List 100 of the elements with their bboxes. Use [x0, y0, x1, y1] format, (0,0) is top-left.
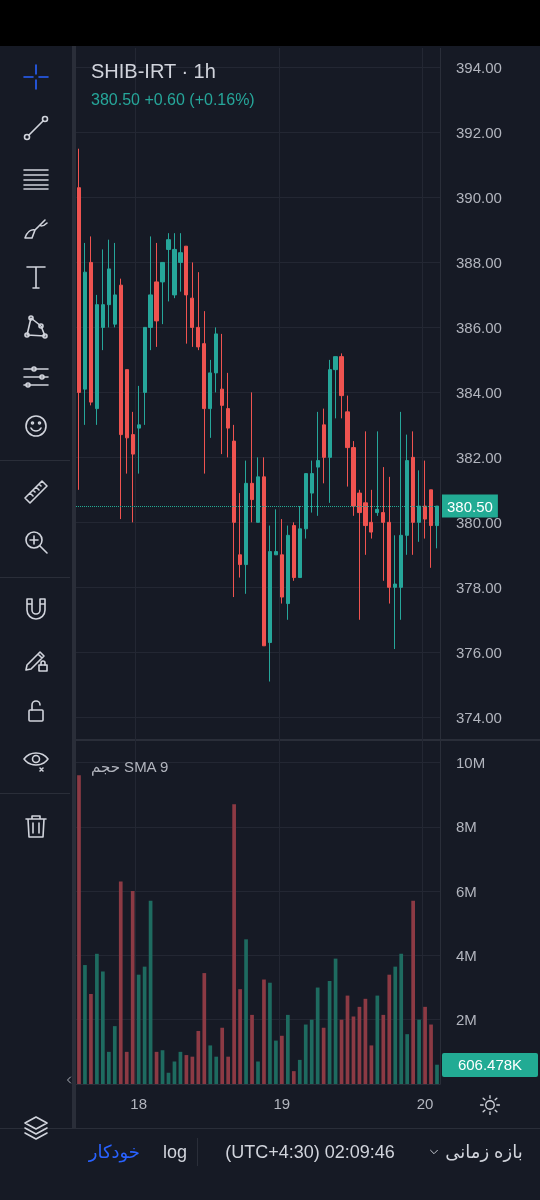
bar [208, 1045, 213, 1084]
candlestick [119, 278, 123, 520]
candlestick [322, 408, 326, 484]
y-tick-label: 390.00 [456, 188, 502, 206]
candlestick [232, 424, 236, 598]
text: log [162, 1141, 188, 1164]
candlestick [77, 148, 81, 491]
bar [250, 1014, 254, 1084]
y-tick-label: 10M [456, 754, 486, 771]
y-tick-label: 380.00 [456, 513, 502, 531]
candlestick [154, 242, 159, 348]
bar [77, 775, 81, 1084]
bar [381, 1014, 386, 1084]
bar [280, 1035, 284, 1084]
bar [202, 973, 207, 1084]
bar [262, 979, 266, 1084]
candlestick [202, 310, 206, 475]
y-tick-label: 376.00 [456, 643, 502, 661]
bar [274, 1040, 278, 1084]
y-tick-label: 384.00 [456, 383, 502, 401]
candlestick [381, 466, 385, 582]
candlestick [113, 242, 117, 328]
candlestick [226, 372, 230, 458]
y-tick-label: 4M [456, 946, 477, 964]
text: بازه زمانی [444, 1141, 524, 1164]
candlestick [280, 518, 284, 605]
candlestick [89, 235, 93, 406]
bar [429, 1024, 433, 1084]
y-tick-label: 392.00 [456, 123, 502, 141]
candlestick [184, 245, 188, 345]
bar [268, 982, 272, 1084]
bar [95, 953, 99, 1084]
bar [435, 1064, 439, 1084]
bar [118, 881, 123, 1084]
bar [106, 1051, 111, 1084]
candlestick [238, 492, 242, 579]
bar [393, 966, 398, 1084]
y-tick-label: 386.00 [456, 318, 502, 336]
candlestick [137, 385, 141, 475]
candlestick [429, 489, 433, 569]
bar [417, 1019, 421, 1084]
bar [83, 965, 87, 1084]
candlestick [95, 294, 99, 426]
bar [196, 1030, 201, 1084]
y-tick-label: 2M [456, 1011, 477, 1029]
text: (UTC+4:30) 02:09:46 [224, 1141, 396, 1164]
bar [387, 974, 392, 1084]
candlestick [190, 261, 194, 348]
y-tick-label: 6M [456, 882, 477, 900]
y-tick-label: 382.00 [456, 448, 502, 466]
candlestick [196, 271, 200, 351]
candlestick [220, 333, 224, 455]
y-tick-label: 388.00 [456, 253, 502, 271]
candlestick [214, 326, 218, 393]
text: 606.478K [442, 1053, 538, 1077]
candlestick [411, 430, 415, 556]
bar [399, 953, 404, 1084]
bar [238, 989, 242, 1084]
bar [411, 900, 415, 1084]
bar [220, 1027, 225, 1084]
bar [291, 1071, 296, 1084]
x-tick-label: 20 [416, 1095, 434, 1112]
bar [112, 1026, 117, 1084]
x-tick-label: 19 [273, 1095, 291, 1112]
candlestick [387, 476, 391, 605]
bar [130, 891, 135, 1084]
candlestick [101, 248, 105, 351]
bar [256, 1061, 260, 1084]
ref-line-label: 380.50 [447, 497, 493, 515]
candlestick [292, 521, 296, 582]
bar [303, 1024, 308, 1084]
bar [214, 1056, 219, 1084]
bar [297, 1059, 302, 1084]
text: SHIB-IRT · 1h [91, 60, 216, 82]
bar [244, 939, 248, 1084]
candlestick [160, 261, 165, 325]
candlestick [125, 369, 129, 475]
y-tick-label: 394.00 [456, 58, 502, 76]
candlestick [423, 460, 427, 540]
text: 380.50 +0.60 (+0.16%) [91, 90, 255, 108]
bar [226, 1056, 231, 1084]
x-tick-label: 18 [130, 1095, 147, 1112]
text: خودکار [88, 1141, 140, 1164]
bar [124, 1051, 129, 1084]
candlestick [208, 359, 212, 439]
candlestick [250, 391, 254, 523]
bar [405, 1034, 410, 1084]
candlestick [286, 525, 290, 621]
bar [89, 993, 93, 1084]
bar [309, 1019, 314, 1084]
bar [232, 804, 236, 1084]
bar [136, 974, 141, 1084]
y-tick-label: 378.00 [456, 578, 502, 596]
candlestick [393, 534, 397, 650]
text: حجم SMA 9 [91, 758, 169, 776]
bar [315, 987, 320, 1084]
bar [375, 995, 380, 1084]
candlestick [339, 352, 344, 419]
candlestick [262, 456, 266, 647]
candlestick [107, 239, 111, 328]
